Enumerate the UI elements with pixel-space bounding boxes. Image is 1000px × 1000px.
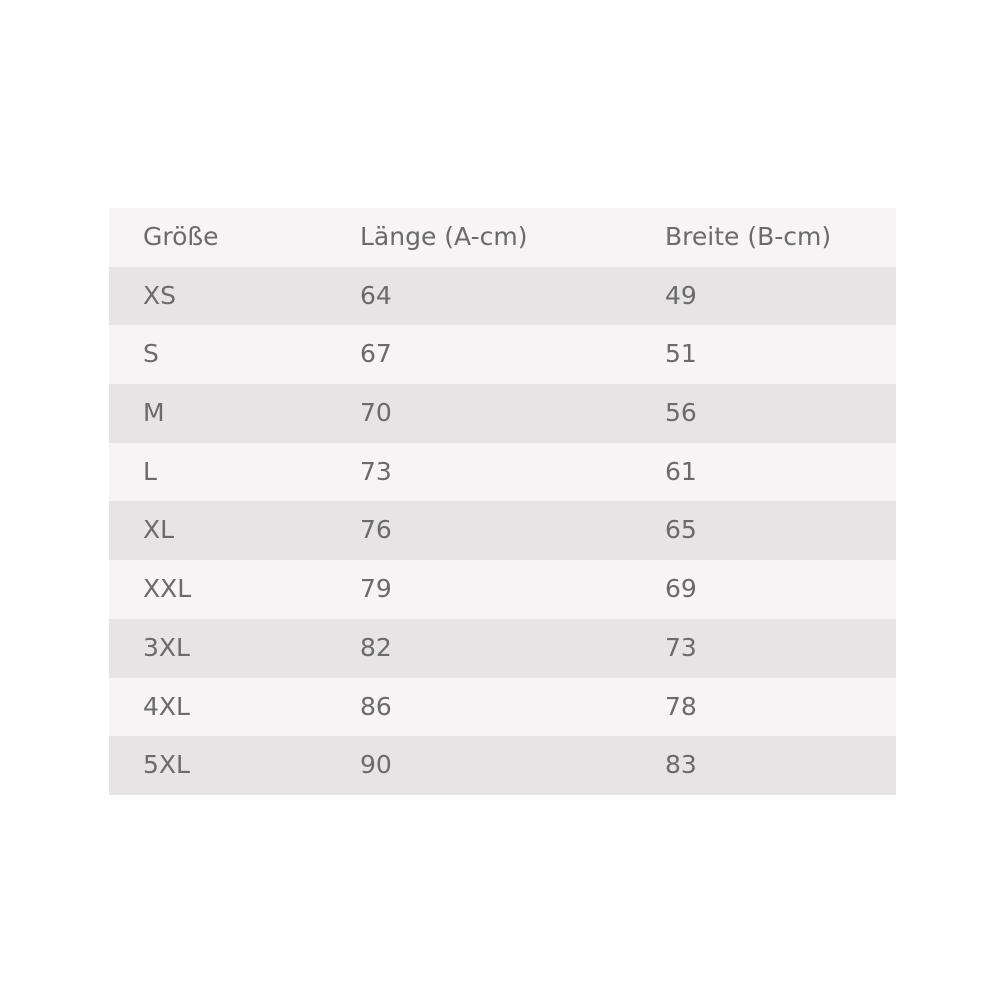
table-row: XXL 79 69	[109, 560, 896, 619]
table-row: S 67 51	[109, 325, 896, 385]
width-cell: 65	[665, 515, 697, 545]
header-size: Größe	[143, 222, 219, 251]
table-row: XS 64 49	[109, 266, 896, 326]
header-length: Länge (A-cm)	[360, 222, 528, 251]
header-width: Breite (B-cm)	[665, 222, 832, 251]
width-cell: 78	[665, 691, 697, 721]
width-cell: 61	[665, 456, 697, 486]
table-row: 3XL 82 73	[109, 618, 896, 678]
length-cell: 86	[360, 691, 392, 721]
size-cell: 4XL	[143, 691, 190, 721]
size-cell: 3XL	[143, 632, 190, 662]
size-cell: XXL	[143, 574, 192, 604]
length-cell: 79	[360, 574, 392, 604]
width-cell: 51	[665, 339, 697, 369]
table-row: 5XL 90 83	[109, 736, 896, 795]
width-cell: 56	[665, 398, 697, 428]
size-cell: 5XL	[143, 750, 190, 780]
table-row: 4XL 86 78	[109, 677, 896, 737]
width-cell: 73	[665, 632, 697, 662]
size-cell: XS	[143, 280, 176, 310]
length-cell: 64	[360, 280, 392, 310]
table-row: XL 76 65	[109, 501, 896, 561]
table-row: L 73 61	[109, 442, 896, 502]
width-cell: 83	[665, 750, 697, 780]
length-cell: 67	[360, 339, 392, 369]
length-cell: 73	[360, 456, 392, 486]
size-chart-table: Größe Länge (A-cm) Breite (B-cm) XS 64 49 S…	[109, 208, 896, 795]
table-header-row: Größe Länge (A-cm) Breite (B-cm)	[109, 208, 896, 267]
size-cell: L	[143, 456, 157, 486]
size-cell: XL	[143, 515, 175, 545]
width-cell: 49	[665, 280, 697, 310]
size-cell: S	[143, 339, 159, 369]
table-row: M 70 56	[109, 384, 896, 443]
length-cell: 76	[360, 515, 392, 545]
length-cell: 90	[360, 750, 392, 780]
length-cell: 82	[360, 632, 392, 662]
width-cell: 69	[665, 574, 697, 604]
length-cell: 70	[360, 398, 392, 428]
size-cell: M	[143, 398, 165, 428]
